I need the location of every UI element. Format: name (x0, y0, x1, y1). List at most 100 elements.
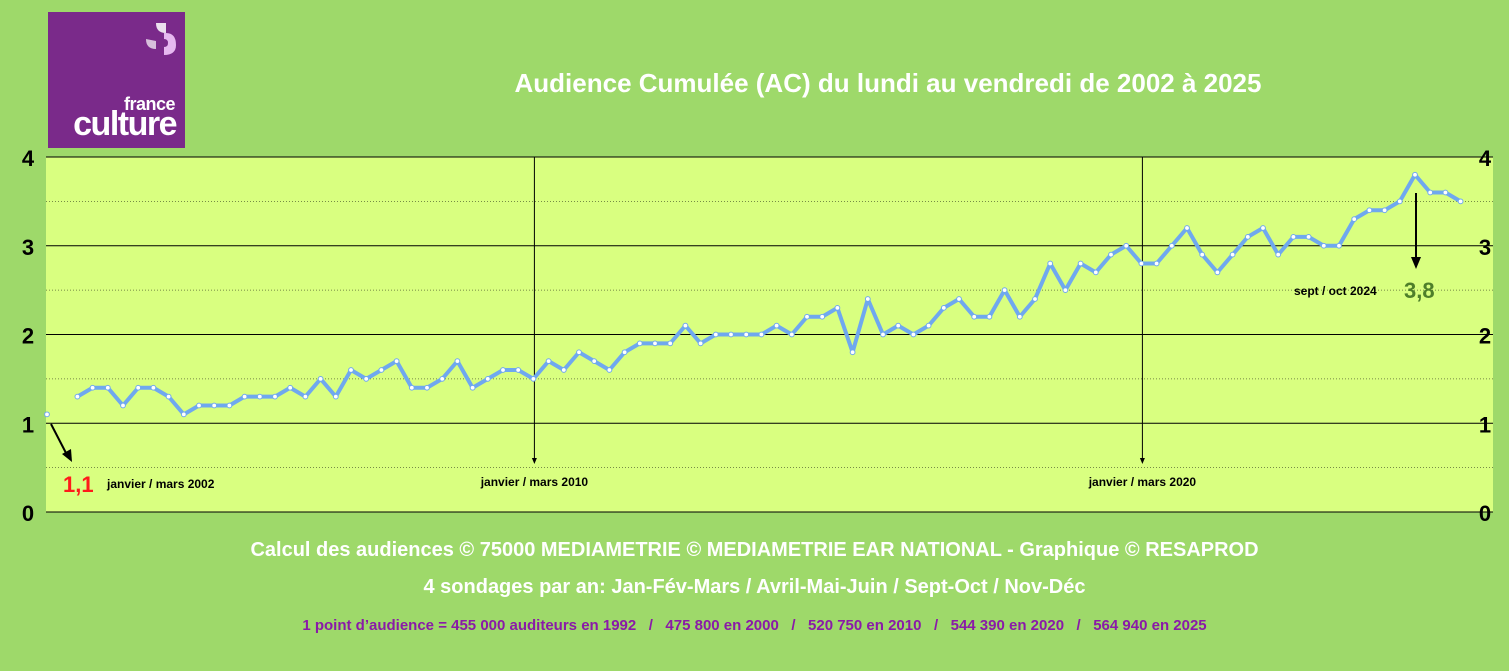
data-point (317, 375, 324, 382)
data-point (956, 296, 962, 302)
data-point (819, 313, 826, 320)
logo-text-culture: culture (73, 105, 177, 143)
y-tick-label-left: 0 (22, 501, 34, 526)
data-point (834, 304, 841, 311)
start-arrow (50, 423, 67, 454)
data-point (1260, 225, 1266, 231)
footer-survey-note: 4 sondages par an: Jan-Fév-Mars / Avril-… (423, 576, 1086, 598)
data-point (895, 322, 902, 329)
y-tick-label-right: 2 (1479, 324, 1491, 349)
logo-mark-icon (146, 23, 176, 55)
data-point (1275, 251, 1282, 258)
data-point (728, 331, 734, 338)
data-point (636, 340, 643, 347)
data-point (424, 384, 430, 391)
data-point (439, 375, 446, 382)
data-point (515, 367, 522, 373)
data-point (150, 384, 157, 391)
logo-text-france: france (123, 94, 176, 114)
data-point (652, 340, 658, 347)
data-point (1062, 287, 1069, 294)
data-point (1032, 296, 1038, 302)
annotation-label-2024: sept / oct 2024 (1294, 284, 1377, 298)
data-point (591, 358, 598, 365)
data-point (773, 322, 780, 329)
data-point (788, 331, 795, 338)
data-point (1092, 269, 1099, 276)
y-tick-label-right: 1 (1479, 412, 1491, 437)
data-point (120, 402, 126, 409)
data-point (1412, 171, 1418, 178)
chart-title: Audience Cumulée (AC) du lundi au vendre… (514, 68, 1262, 98)
data-point (1016, 313, 1023, 320)
data-point (849, 349, 856, 356)
data-point (682, 322, 689, 329)
data-point (1184, 225, 1190, 231)
data-point (864, 296, 871, 302)
data-point (1138, 260, 1145, 267)
data-point (1427, 189, 1434, 196)
data-point (393, 358, 400, 365)
data-point (1214, 269, 1221, 276)
data-point (180, 411, 187, 418)
data-point (697, 340, 704, 347)
y-tick-label-left: 3 (22, 235, 34, 260)
data-point (484, 375, 491, 382)
data-point (44, 411, 50, 418)
data-point (1336, 242, 1342, 249)
data-point (1351, 216, 1358, 223)
data-point (1381, 207, 1388, 214)
year-marker-arrowhead (531, 458, 537, 464)
year-marker-arrowhead (1139, 458, 1145, 464)
start-arrowhead (62, 449, 72, 462)
data-point (712, 331, 719, 338)
data-point (880, 331, 886, 338)
y-tick-label-left: 1 (22, 412, 34, 437)
data-point (758, 331, 765, 338)
data-point (408, 384, 415, 391)
data-point (986, 313, 993, 320)
annotation-label-2010: janvier / mars 2010 (480, 475, 589, 489)
data-point (348, 367, 354, 373)
data-point (1290, 233, 1297, 240)
data-point (667, 340, 674, 347)
data-point (1229, 251, 1236, 258)
data-point (1366, 207, 1373, 214)
data-point (256, 393, 263, 400)
data-point (211, 402, 218, 409)
y-tick-label-left: 2 (22, 324, 34, 349)
annotation-label-2020: janvier / mars 2020 (1088, 475, 1197, 489)
y-tick-label-left: 4 (22, 146, 35, 171)
data-point (530, 375, 537, 382)
data-point (1305, 233, 1312, 240)
data-point (1442, 189, 1449, 196)
data-point (576, 349, 582, 356)
data-point (1168, 242, 1175, 249)
data-point (1199, 251, 1206, 258)
data-point (1001, 287, 1008, 294)
data-point (378, 367, 385, 373)
data-point (940, 304, 947, 311)
data-point (363, 375, 370, 382)
data-point (1457, 198, 1464, 205)
data-point (89, 384, 96, 391)
data-point (1108, 251, 1114, 258)
data-point (302, 393, 309, 400)
y-tick-label-right: 3 (1479, 235, 1491, 260)
series-line (76, 172, 1462, 417)
data-point (287, 384, 294, 391)
data-point (332, 393, 339, 400)
data-point (104, 384, 111, 391)
data-point (1047, 260, 1054, 267)
y-tick-label-right: 0 (1479, 501, 1491, 526)
data-point (925, 322, 932, 329)
start-value-label: 1,1 (63, 472, 94, 497)
footer-audience-point-note: 1 point d’audience = 455 000 auditeurs e… (302, 617, 1207, 634)
data-point (165, 393, 172, 400)
data-point (804, 313, 810, 320)
data-point (971, 313, 978, 320)
data-point (621, 349, 628, 356)
data-point (1244, 233, 1251, 240)
data-point (454, 358, 461, 365)
